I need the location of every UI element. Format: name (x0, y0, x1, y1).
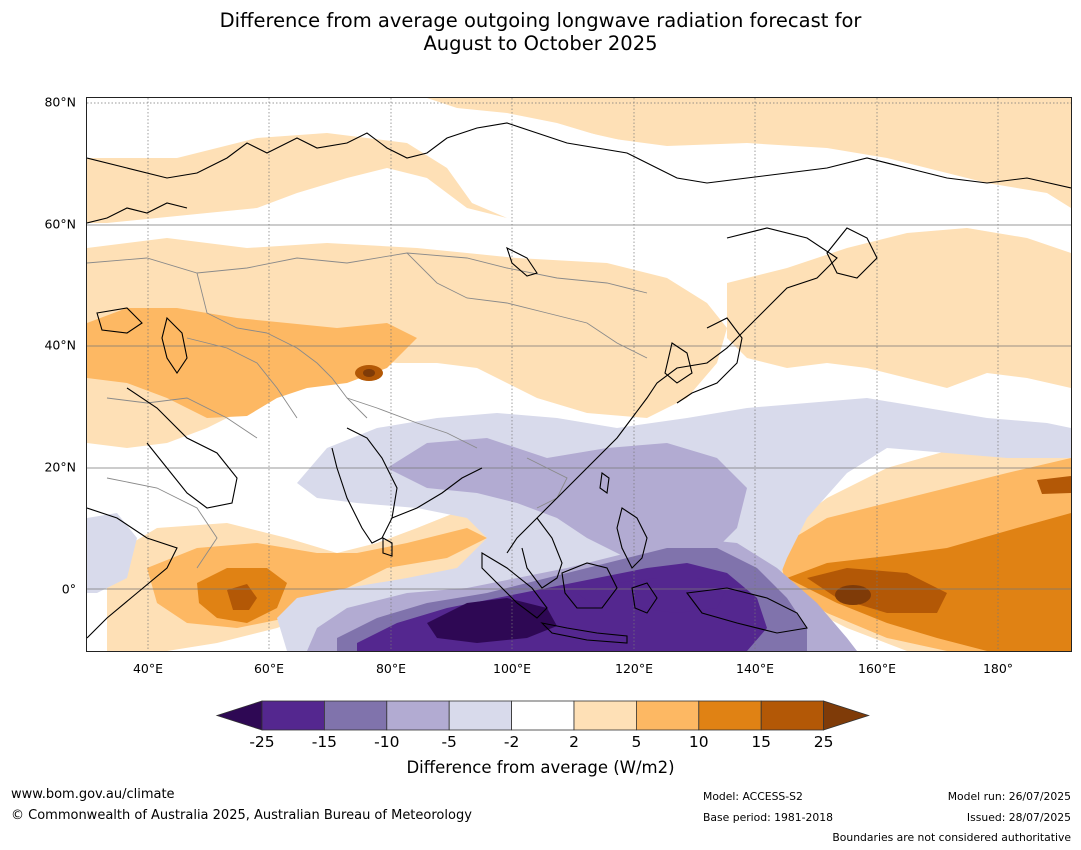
lon-label-80e: 80°E (375, 661, 407, 676)
lon-label-40e: 40°E (132, 661, 164, 676)
coast-indochina (521, 517, 563, 589)
website-link[interactable]: www.bom.gov.au/climate (11, 787, 175, 802)
colorbar-extend-high (823, 700, 870, 731)
country-borders (87, 252, 648, 569)
anomaly-light-orange-north (87, 133, 507, 223)
coast-arctic-russia (87, 122, 1071, 189)
coastlines (87, 122, 1071, 644)
colorbar-tick-label: 15 (751, 733, 772, 751)
lat-label-20n: 20°N (44, 459, 76, 475)
copyright-text: © Commonwealth of Australia 2025, Austra… (11, 808, 472, 823)
colorbar-segment (698, 700, 762, 731)
lat-label-80n: 80°N (44, 94, 76, 110)
coast-sri-lanka (382, 537, 393, 557)
coast-caspian (161, 316, 188, 374)
colorbar-tick-label: -15 (311, 733, 338, 751)
coast-horn-africa (87, 507, 178, 639)
anomaly-purple-maritime (577, 578, 727, 613)
coast-black-sea (96, 307, 143, 334)
boundaries-note: Boundaries are not considered authoritat… (832, 831, 1071, 844)
coast-kamchatka (826, 227, 878, 279)
lon-label-140e: 140°E (735, 661, 775, 676)
coast-okhotsk (726, 227, 838, 329)
anomaly-darkest-pacific (835, 585, 871, 605)
colorbar-segment (573, 700, 637, 731)
gridlines (87, 98, 1071, 651)
issued-text: Issued: 28/07/2025 (966, 811, 1071, 824)
colorbar-tick-label: 25 (813, 733, 834, 751)
colorbar-segment (760, 700, 825, 731)
map-svg (87, 98, 1071, 651)
anomaly-brown-pacific (807, 568, 947, 613)
anomaly-brown-arabiansea (227, 584, 257, 610)
positive-anomaly-layer (87, 98, 1071, 651)
anomaly-darkest-tibet (363, 369, 375, 377)
colorbar-extend-low (215, 700, 263, 731)
anomaly-light-orange-arctic (427, 98, 1071, 208)
base-period-text: Base period: 1981-2018 (703, 811, 834, 824)
coast-bay-bengal (391, 467, 483, 519)
anomaly-light-orange-arctic-gap (517, 128, 1071, 263)
lat-label-40n: 40°N (44, 337, 76, 353)
model-text: Model: ACCESS-S2 (703, 790, 803, 803)
coast-lake-baikal (506, 246, 538, 277)
lat-label-0: 0° (61, 581, 76, 597)
coast-japan (676, 317, 743, 404)
anomaly-mid-orange-westasia (87, 308, 417, 418)
lon-label-100e: 100°E (492, 661, 532, 676)
coast-white-sea (87, 202, 188, 224)
coast-philippines (616, 507, 648, 569)
model-run-text: Model run: 26/07/2025 (947, 790, 1071, 803)
anomaly-light-orange-northeast (727, 228, 1071, 388)
colorbar-segment (448, 700, 513, 731)
colorbar-tick-label: -10 (374, 733, 400, 751)
colorbar-tick-label: -5 (441, 733, 457, 751)
negative-anomaly-layer (87, 398, 1071, 651)
chart-title: Difference from average outgoing longwav… (0, 9, 1081, 55)
colorbar-segment (511, 700, 575, 731)
anomaly-brown-pacific-east (1037, 476, 1071, 494)
coast-east-asia (506, 327, 748, 554)
lon-label-180: 180° (982, 661, 1014, 676)
coast-java (540, 622, 628, 644)
colorbar-tick-label: -2 (503, 733, 520, 751)
coast-sumatra (481, 552, 548, 619)
colorbar-segment (636, 700, 700, 731)
anomaly-dark-orange-pacific (787, 513, 1071, 651)
coast-india (331, 427, 398, 544)
coast-taiwan (599, 472, 610, 494)
coast-new-guinea (685, 587, 808, 634)
colorbar-tick-label: 2 (569, 733, 579, 751)
coast-sulawesi (631, 582, 658, 614)
colorbar-tick-label: 5 (631, 733, 642, 751)
colorbar-segment (386, 700, 450, 731)
map-panel[interactable] (86, 97, 1072, 652)
colorbar-label: Difference from average (W/m2) (406, 758, 675, 777)
colorbar-segment (323, 700, 388, 731)
colorbar-segments (215, 700, 870, 731)
lon-label-160e: 160°E (857, 661, 897, 676)
lon-label-60e: 60°E (253, 661, 285, 676)
title-line-2: August to October 2025 (423, 32, 658, 55)
lat-label-60n: 60°N (44, 216, 76, 232)
coast-arabia (126, 387, 238, 509)
coast-korea (664, 342, 693, 384)
lon-label-120e: 120°E (614, 661, 654, 676)
colorbar-segment (261, 700, 325, 731)
title-line-1: Difference from average outgoing longwav… (219, 9, 862, 32)
coast-borneo (561, 562, 618, 609)
anomaly-pale-purple-westafrica (87, 513, 137, 593)
colorbar-tick-label: -25 (249, 733, 275, 751)
colorbar-tick-label: 10 (688, 733, 709, 751)
